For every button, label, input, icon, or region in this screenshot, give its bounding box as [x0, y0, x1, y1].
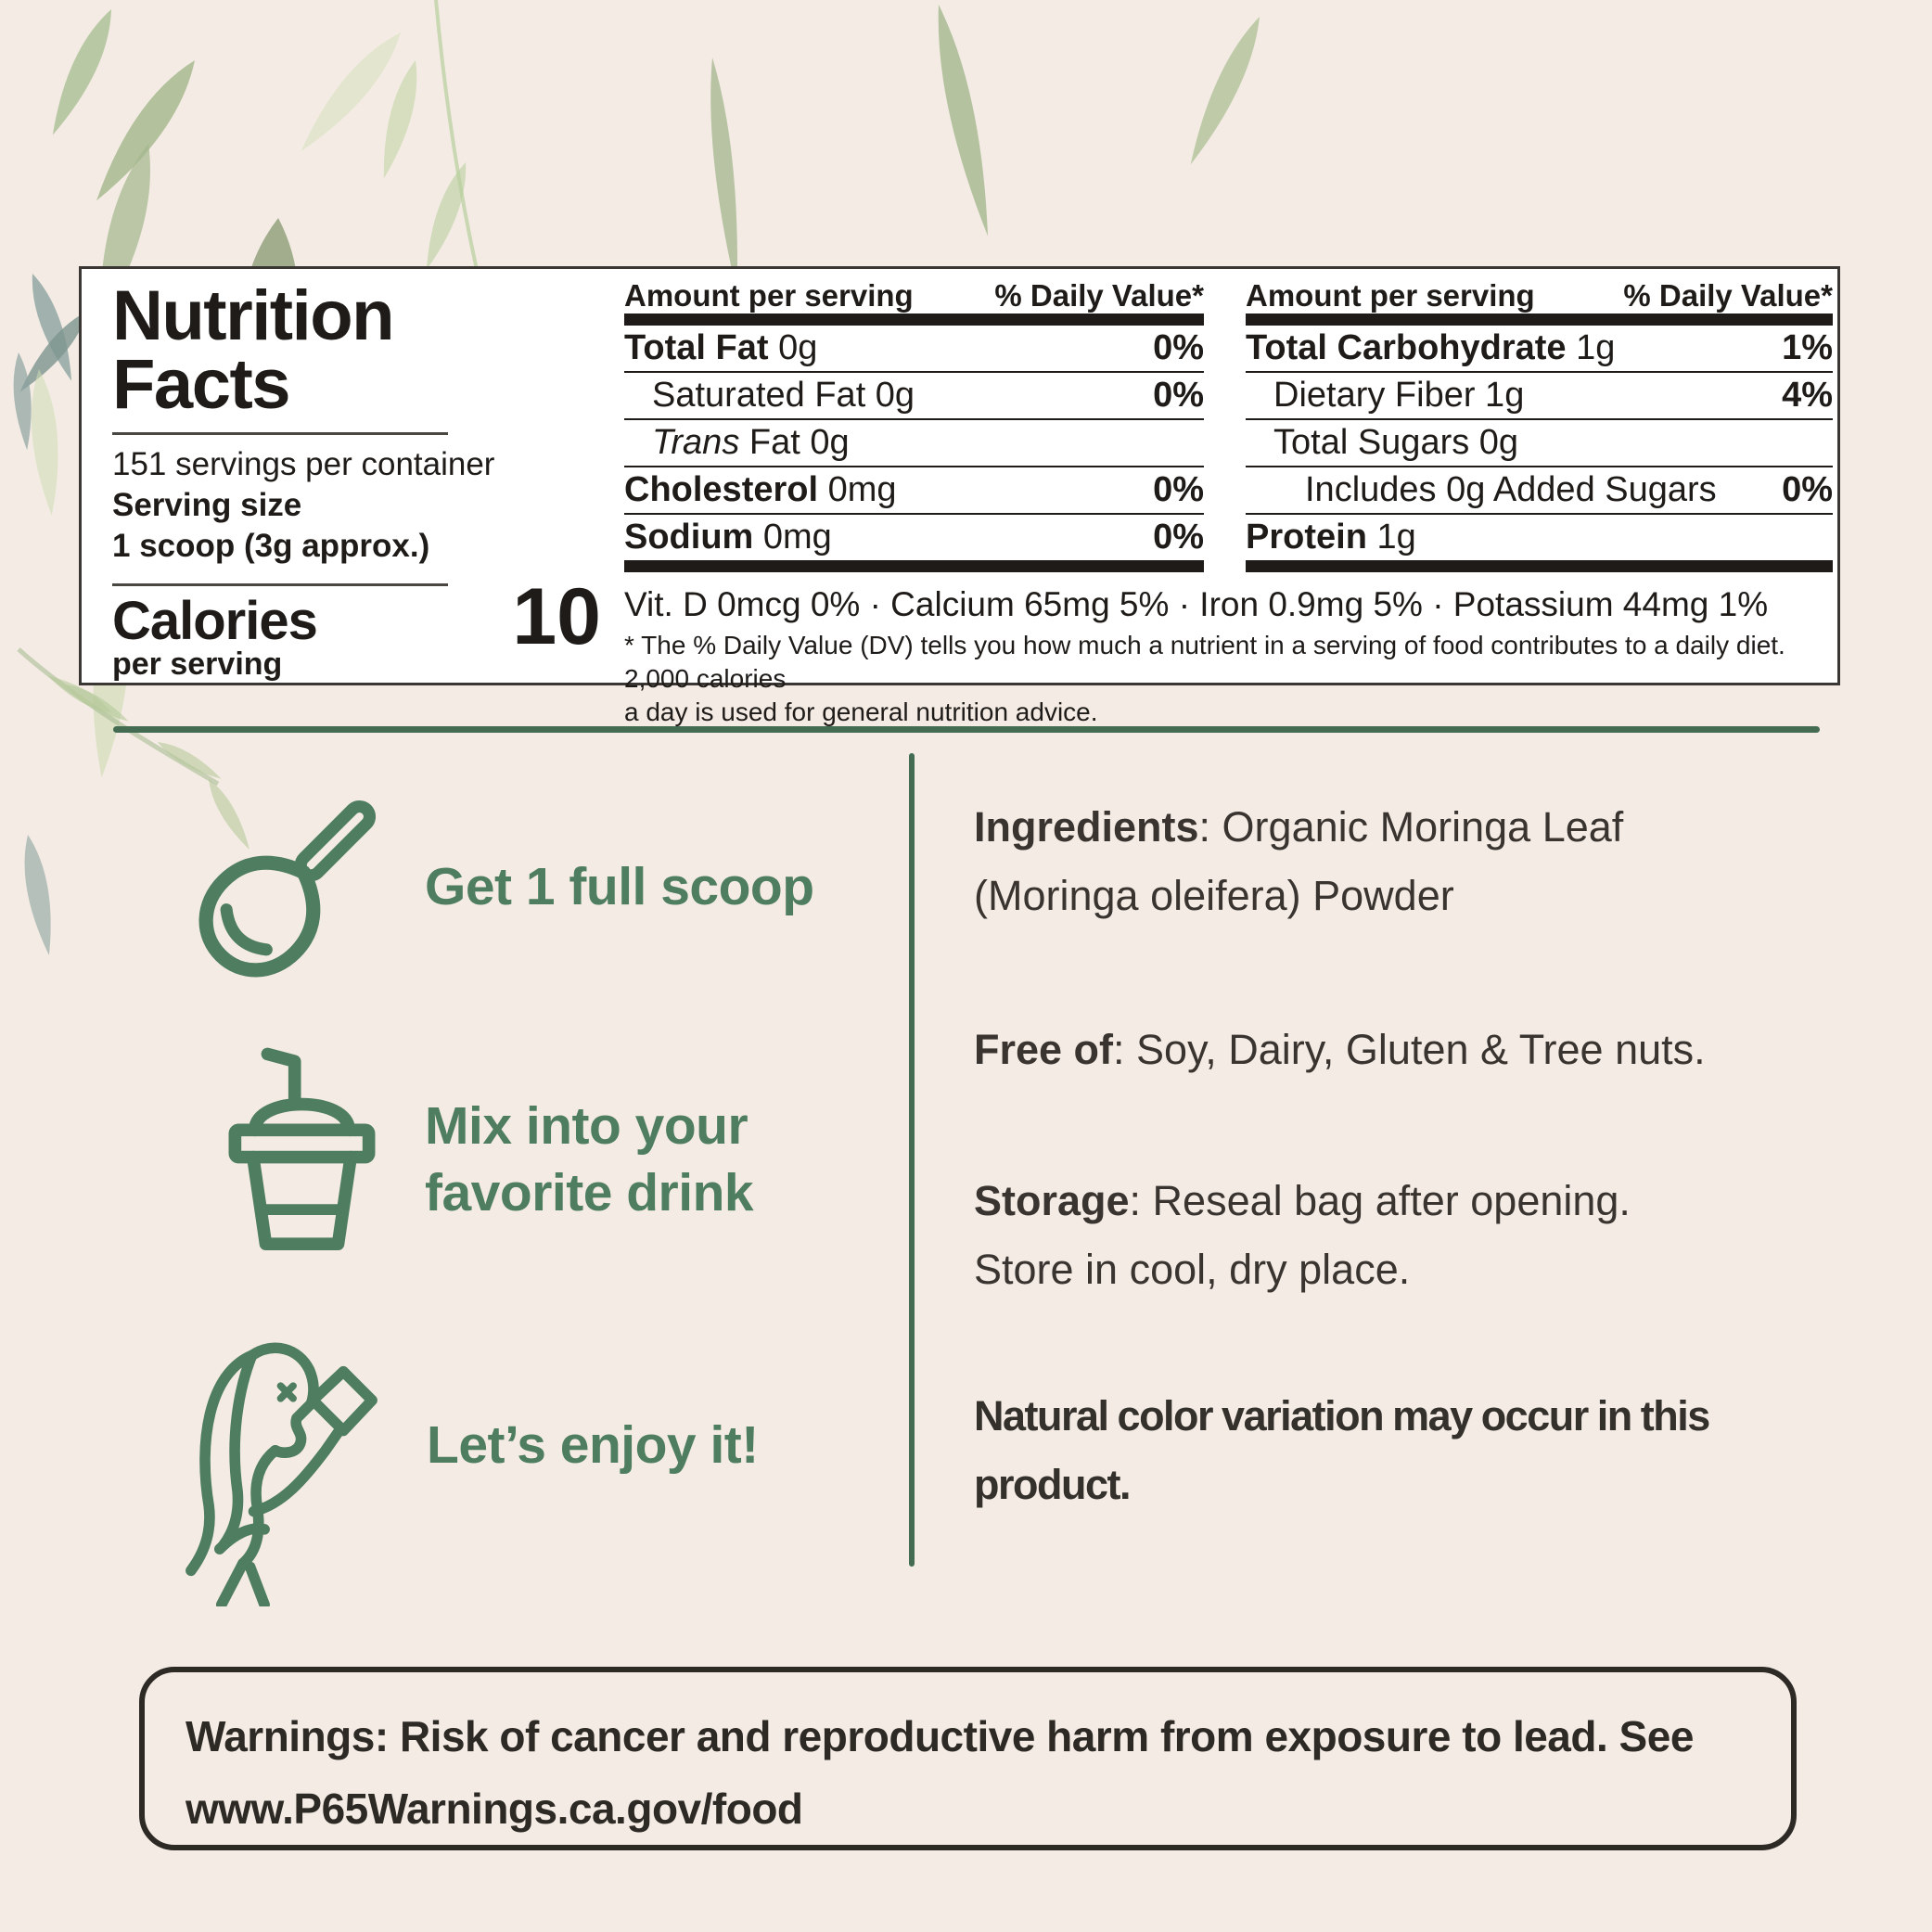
- instruction-enjoy-label: Let’s enjoy it!: [427, 1415, 759, 1475]
- serving-size-value: 1 scoop (3g approx.): [112, 528, 430, 564]
- calories-label: Calories: [112, 591, 318, 651]
- micronutrients-line: Vit. D 0mcg 0% · Calcium 65mg 5% · Iron …: [624, 585, 1769, 623]
- table-row-added-sugars: Includes 0g Added Sugars 0%: [1246, 467, 1833, 515]
- ingredients-text: : Organic Moringa Leaf (Moringa oleifera…: [974, 803, 1624, 919]
- storage-label: Storage: [974, 1177, 1130, 1224]
- thick-bar: [624, 313, 1204, 326]
- nutrient-name: Total Fat: [624, 328, 769, 367]
- warnings-label: Warnings:: [186, 1712, 389, 1760]
- title-line-2: Facts: [112, 345, 291, 424]
- instruction-mix-label: Mix into your favorite drink: [425, 1096, 754, 1222]
- table-row-cholesterol: Cholesterol 0mg 0%: [624, 467, 1204, 515]
- thick-bar: [624, 560, 1204, 572]
- free-of-text: : Soy, Dairy, Gluten & Tree nuts.: [1113, 1026, 1706, 1073]
- person-drinking-icon: [186, 1342, 377, 1606]
- thick-bar: [1246, 560, 1833, 572]
- nutrient-dv: 0%: [1153, 376, 1204, 415]
- table-row-trans-fat: Trans Fat 0g: [624, 420, 1204, 467]
- daily-value-header: % Daily Value*: [1623, 278, 1833, 313]
- divider: [112, 432, 448, 435]
- nutrient-name: Cholesterol: [624, 470, 819, 509]
- nutrient-name-italic: Trans: [652, 423, 740, 462]
- nutrient-amount: 0mg: [818, 470, 897, 509]
- column-header: Amount per serving % Daily Value*: [624, 269, 1204, 313]
- free-of-label: Free of: [974, 1026, 1114, 1073]
- storage-text: : Reseal bag after opening. Store in coo…: [974, 1177, 1631, 1293]
- table-row-protein: Protein 1g: [1246, 515, 1833, 560]
- table-row-dietary-fiber: Dietary Fiber 1g 4%: [1246, 373, 1833, 420]
- calories-sub-label: per serving: [112, 646, 283, 682]
- nutrition-column-left: Amount per serving % Daily Value* Total …: [624, 269, 1204, 572]
- serving-size-label: Serving size: [112, 487, 302, 523]
- table-row-total-carbohydrate: Total Carbohydrate 1g 1%: [1246, 326, 1833, 373]
- natural-variation-note: Natural color variation may occur in thi…: [974, 1392, 1710, 1508]
- nutrient-name: Sodium: [624, 518, 754, 557]
- amount-header: Amount per serving: [1246, 278, 1535, 313]
- storage-paragraph: Storage: Reseal bag after opening. Store…: [974, 1167, 1818, 1304]
- nutrient-amount: 1g: [1566, 328, 1616, 367]
- nutrient-dv: 0%: [1782, 470, 1833, 509]
- table-row-total-fat: Total Fat 0g 0%: [624, 326, 1204, 373]
- thick-bar: [1246, 313, 1833, 326]
- title-line-1: Nutrition: [112, 276, 395, 355]
- instruction-scoop-label: Get 1 full scoop: [425, 857, 814, 916]
- cup-icon: [228, 1047, 376, 1250]
- nutrient-name: Dietary Fiber 1g: [1273, 376, 1525, 415]
- table-row-total-sugars: Total Sugars 0g: [1246, 420, 1833, 467]
- nutrient-dv: 0%: [1153, 518, 1204, 557]
- vertical-divider: [909, 753, 915, 1567]
- amount-header: Amount per serving: [624, 278, 914, 313]
- nutrition-column-right: Amount per serving % Daily Value* Total …: [1246, 269, 1833, 572]
- nutrition-facts-panel: Nutrition Facts 151 servings per contain…: [79, 266, 1840, 726]
- nutrient-dv: 0%: [1153, 328, 1204, 367]
- nutrient-amount: 1g: [1366, 518, 1416, 557]
- nutrition-facts-title: Nutrition Facts: [112, 276, 604, 424]
- nutrient-name: Total Sugars 0g: [1273, 423, 1519, 462]
- scoop-icon: [198, 800, 377, 978]
- horizontal-divider: [113, 726, 1820, 733]
- nutrient-amount: 0mg: [753, 518, 832, 557]
- servings-per-container: 151 servings per container: [112, 446, 495, 482]
- nutrient-amount: 0g: [768, 328, 818, 367]
- nutrient-dv: 4%: [1782, 376, 1833, 415]
- warnings-box: Warnings: Risk of cancer and reproductiv…: [139, 1667, 1797, 1850]
- nutrient-name: Protein: [1246, 518, 1367, 557]
- divider: [112, 583, 448, 586]
- calories-value: 10: [512, 572, 601, 661]
- table-row-saturated-fat: Saturated Fat 0g 0%: [624, 373, 1204, 420]
- nutrition-title-column: Nutrition Facts 151 servings per contain…: [112, 269, 604, 681]
- daily-value-header: % Daily Value*: [994, 278, 1204, 313]
- ingredients-paragraph: Ingredients: Organic Moringa Leaf (Morin…: [974, 793, 1818, 930]
- column-header: Amount per serving % Daily Value*: [1246, 269, 1833, 313]
- nutrient-amount: Fat 0g: [739, 423, 850, 462]
- ingredients-label: Ingredients: [974, 803, 1199, 851]
- warnings-text: Risk of cancer and reproductive harm fro…: [186, 1712, 1694, 1833]
- table-row-sodium: Sodium 0mg 0%: [624, 515, 1204, 560]
- nutrient-name: Saturated Fat 0g: [652, 376, 915, 415]
- nutrient-dv: 0%: [1153, 470, 1204, 509]
- nutrient-name: Total Carbohydrate: [1246, 328, 1567, 367]
- free-of-paragraph: Free of: Soy, Dairy, Gluten & Tree nuts.: [974, 1016, 1818, 1084]
- daily-value-footnote: * The % Daily Value (DV) tells you how m…: [624, 631, 1785, 726]
- nutrient-dv: 1%: [1782, 328, 1833, 367]
- nutrient-name: Includes 0g Added Sugars: [1305, 470, 1717, 509]
